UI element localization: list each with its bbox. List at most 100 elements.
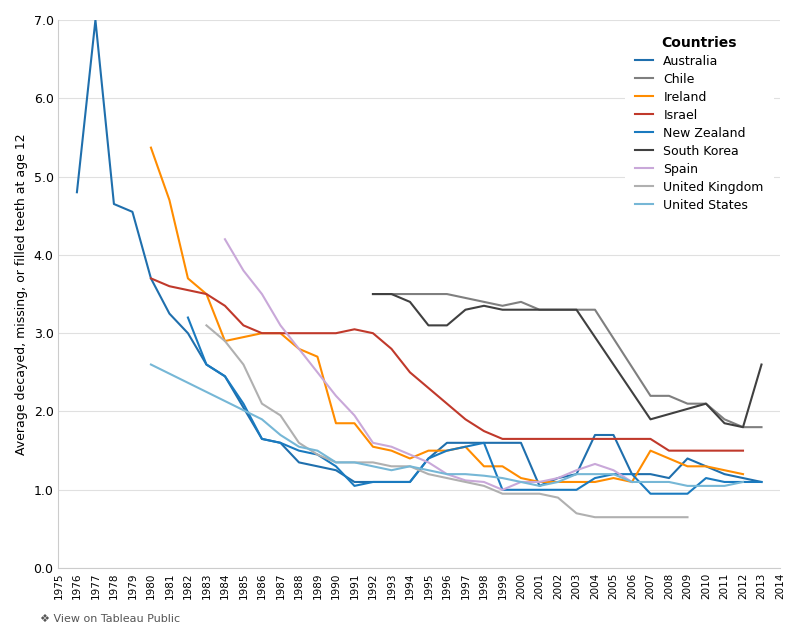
- Ireland: [405, 455, 414, 462]
- Israel: [350, 325, 359, 333]
- Chile: [664, 392, 674, 399]
- United Kingdom: [313, 451, 322, 458]
- Israel: [720, 447, 730, 455]
- Ireland: [350, 419, 359, 427]
- Australia: [516, 439, 526, 446]
- Ireland: [276, 329, 286, 337]
- Israel: [220, 302, 230, 310]
- United States: [701, 482, 710, 490]
- Israel: [461, 416, 470, 423]
- Australia: [183, 329, 193, 337]
- Australia: [294, 458, 304, 466]
- South Korea: [368, 290, 378, 298]
- Ireland: [664, 455, 674, 462]
- New Zealand: [238, 400, 248, 408]
- Australia: [720, 470, 730, 478]
- United Kingdom: [534, 490, 544, 497]
- Australia: [498, 439, 507, 446]
- Israel: [276, 329, 286, 337]
- United States: [368, 463, 378, 470]
- Chile: [701, 400, 710, 408]
- United Kingdom: [276, 412, 286, 419]
- United States: [720, 482, 730, 490]
- Australia: [220, 372, 230, 380]
- United States: [646, 478, 655, 486]
- New Zealand: [220, 372, 230, 380]
- Ireland: [498, 463, 507, 470]
- United Kingdom: [368, 458, 378, 466]
- Ireland: [313, 353, 322, 361]
- Ireland: [720, 466, 730, 474]
- New Zealand: [720, 478, 730, 486]
- Israel: [424, 384, 434, 392]
- New Zealand: [516, 486, 526, 493]
- New Zealand: [609, 470, 618, 478]
- Israel: [590, 435, 600, 443]
- Israel: [516, 435, 526, 443]
- Ireland: [609, 474, 618, 482]
- Ireland: [257, 329, 266, 337]
- United Kingdom: [257, 400, 266, 408]
- New Zealand: [386, 478, 396, 486]
- Ireland: [738, 470, 748, 478]
- Ireland: [682, 463, 692, 470]
- Ireland: [572, 478, 582, 486]
- Israel: [313, 329, 322, 337]
- United Kingdom: [516, 490, 526, 497]
- Ireland: [553, 478, 562, 486]
- United States: [609, 470, 618, 478]
- Israel: [646, 435, 655, 443]
- Spain: [350, 412, 359, 419]
- Ireland: [238, 334, 248, 341]
- United States: [738, 478, 748, 486]
- Australia: [165, 310, 174, 317]
- New Zealand: [498, 486, 507, 493]
- Spain: [405, 451, 414, 458]
- United States: [331, 458, 341, 466]
- Chile: [534, 306, 544, 314]
- United Kingdom: [664, 514, 674, 521]
- Line: United Kingdom: United Kingdom: [206, 325, 687, 517]
- New Zealand: [276, 439, 286, 446]
- United States: [553, 478, 562, 486]
- Text: ❖ View on Tableau Public: ❖ View on Tableau Public: [40, 614, 180, 624]
- Australia: [701, 463, 710, 470]
- Spain: [516, 478, 526, 486]
- United States: [682, 482, 692, 490]
- United States: [572, 470, 582, 478]
- South Korea: [720, 419, 730, 427]
- Australia: [90, 16, 100, 24]
- Line: Spain: Spain: [225, 240, 632, 490]
- United Kingdom: [331, 458, 341, 466]
- Israel: [498, 435, 507, 443]
- United States: [257, 416, 266, 423]
- Australia: [553, 474, 562, 482]
- Spain: [572, 466, 582, 474]
- United Kingdom: [590, 514, 600, 521]
- South Korea: [534, 306, 544, 314]
- Spain: [257, 290, 266, 298]
- Australia: [442, 439, 452, 446]
- United Kingdom: [609, 514, 618, 521]
- Ireland: [424, 447, 434, 455]
- Ireland: [386, 447, 396, 455]
- Israel: [331, 329, 341, 337]
- Israel: [238, 322, 248, 329]
- Chile: [368, 290, 378, 298]
- Australia: [738, 474, 748, 482]
- New Zealand: [350, 482, 359, 490]
- Line: New Zealand: New Zealand: [188, 317, 762, 493]
- Ireland: [294, 345, 304, 352]
- Israel: [664, 447, 674, 455]
- South Korea: [424, 322, 434, 329]
- South Korea: [405, 298, 414, 305]
- Australia: [609, 431, 618, 439]
- Line: Chile: Chile: [373, 294, 762, 427]
- United Kingdom: [238, 361, 248, 368]
- Australia: [368, 478, 378, 486]
- Australia: [461, 439, 470, 446]
- Spain: [294, 345, 304, 352]
- Spain: [386, 443, 396, 450]
- South Korea: [479, 302, 489, 310]
- Chile: [498, 302, 507, 310]
